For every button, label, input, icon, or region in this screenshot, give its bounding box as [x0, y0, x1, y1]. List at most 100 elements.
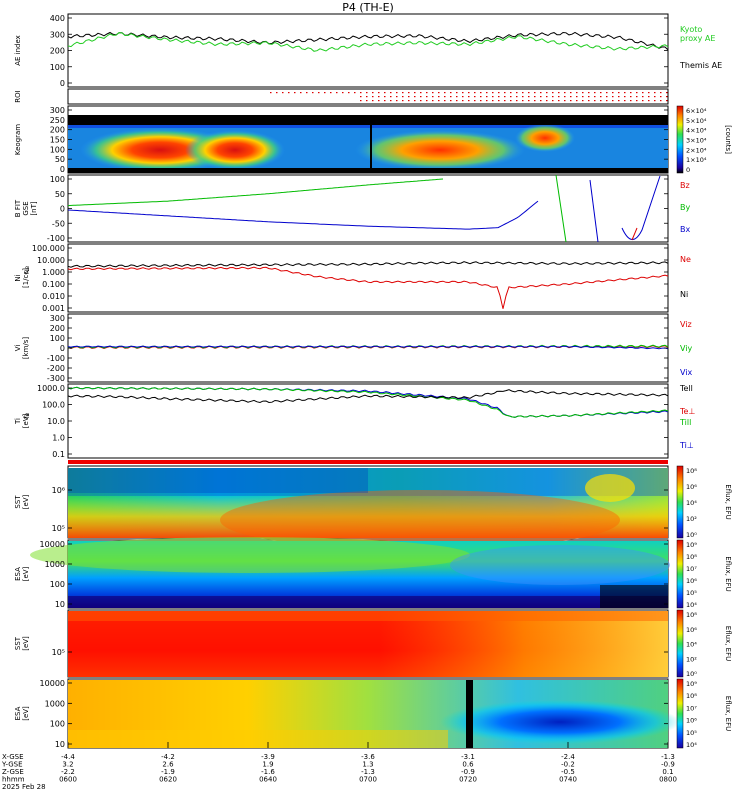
xaxis-value: 1.9 — [262, 761, 273, 769]
panel-frame-roi — [67, 88, 669, 105]
xaxis-row-label: Y-GSE — [1, 761, 23, 769]
svg-text:10²: 10² — [686, 655, 697, 663]
xaxis-value: -3.9 — [261, 753, 275, 761]
ytick-label: 0 — [60, 165, 65, 174]
legend-vix: Vix — [680, 368, 693, 377]
xaxis-value: -0.9 — [661, 761, 675, 769]
colorbar-esa_i: 10⁹ 10⁸ 10⁷ 10⁶ 10⁵ 10⁴ Eflux, EFU — [676, 678, 732, 749]
ytick-label: 10.0 — [47, 417, 65, 426]
ytick-label: 10 — [55, 600, 65, 609]
svg-text:Kyoto: Kyoto — [680, 25, 702, 34]
xaxis-row-label: Z-GSE — [2, 768, 24, 776]
ytick-label: -200 — [47, 364, 65, 373]
svg-text:ROI: ROI — [14, 90, 22, 102]
xaxis-value: 3.2 — [62, 761, 73, 769]
chart-title: P4 (TH-E) — [342, 1, 394, 14]
ytick-label: 200 — [50, 126, 65, 135]
xaxis-value: -2.2 — [61, 768, 75, 776]
xaxis-value: 1.3 — [362, 761, 373, 769]
ytick-label: 100 — [50, 720, 65, 729]
xaxis-row-label: 2025 Feb 28 — [2, 783, 46, 791]
legend-by: By — [680, 203, 690, 212]
series-bx-fragment — [589, 179, 599, 243]
panel-frame-velocity — [67, 313, 669, 383]
panel-frame-ae — [67, 13, 669, 88]
legend-temp-0: Tell — [679, 384, 693, 393]
xaxis-row-label: hhmm — [2, 776, 25, 784]
ytick-label: 1000 — [45, 699, 65, 708]
svg-text:10⁰: 10⁰ — [686, 531, 697, 539]
xaxis-value: -3.1 — [461, 753, 475, 761]
legend-themis-ae: Themis AE — [679, 61, 722, 70]
panel-frame-temp — [67, 383, 669, 459]
svg-text:Till: Till — [679, 418, 691, 427]
series-ni — [67, 261, 669, 268]
ytick-label: 100 — [50, 175, 65, 184]
svg-text:ESA: ESA — [14, 706, 22, 720]
svg-text:Eflux, EFU: Eflux, EFU — [724, 626, 732, 661]
legend-viy: Viy — [680, 344, 693, 353]
svg-text:[eV]: [eV] — [22, 706, 30, 721]
xaxis-value: -3.6 — [361, 753, 375, 761]
svg-text:10⁹: 10⁹ — [686, 680, 697, 688]
svg-text:6×10⁴: 6×10⁴ — [686, 107, 707, 115]
panel-frame-density — [67, 243, 669, 313]
xaxis-value: -0.9 — [461, 768, 475, 776]
ytick-label: 0 — [60, 344, 65, 353]
series-tell — [67, 389, 669, 404]
ylabel-keogram: Keogram — [14, 124, 22, 155]
ytick-label: 0 — [60, 205, 65, 214]
colorbar-esa_e: 10⁹ 10⁸ 10⁷ 10⁶ 10⁵ 10⁴ Eflux, EFU — [676, 539, 732, 609]
legend-temp-2: Till — [679, 418, 691, 427]
svg-text:proxy AE: proxy AE — [680, 34, 715, 43]
svg-text:10⁶: 10⁶ — [686, 483, 697, 491]
svg-text:10⁶: 10⁶ — [686, 717, 697, 725]
ytick-label: 250 — [50, 116, 65, 125]
ytick-label: 0.001 — [42, 304, 65, 313]
svg-text:Ti: Ti — [14, 418, 22, 425]
svg-text:B FIT: B FIT — [14, 199, 22, 217]
colorbar-sst_i: 10⁸ 10⁶ 10⁴ 10² 10⁰ Eflux, EFU — [676, 609, 732, 678]
ytick-label: 10000 — [40, 540, 65, 549]
series-ne — [67, 266, 669, 309]
xaxis-value: 0.6 — [462, 761, 474, 769]
ytick-label: 100.000 — [32, 244, 65, 253]
svg-text:[eV]: [eV] — [22, 494, 30, 509]
svg-text:[counts]: [counts] — [724, 125, 732, 154]
svg-text:2×10⁴: 2×10⁴ — [686, 146, 707, 154]
xaxis-value: 0740 — [559, 776, 577, 784]
yticks-temp: 1000.0 100.0 10.0 1.0 0.1 — [37, 384, 668, 459]
svg-text:10⁶: 10⁶ — [686, 626, 697, 634]
svg-text:Ni: Ni — [680, 290, 688, 299]
svg-text:10⁴: 10⁴ — [686, 741, 697, 749]
ytick-label: 10⁵ — [52, 648, 65, 657]
ytick-label: 100 — [50, 580, 65, 589]
svg-text:1×10⁴: 1×10⁴ — [686, 156, 707, 164]
ytick-label: -100 — [47, 354, 65, 363]
svg-text:Tell: Tell — [679, 384, 693, 393]
ylabel-sst_e: SST [eV] — [14, 494, 30, 509]
ylabel-ae: AE index — [14, 35, 22, 66]
ytick-label: 50 — [55, 190, 65, 199]
esa-ion-spectrogram — [68, 680, 680, 748]
legend-temp-3: Ti⊥ — [679, 441, 694, 450]
yticks-density: 100.000 10.000 1.000 0.100 0.010 0.001 — [32, 244, 668, 313]
status-bar — [68, 460, 668, 464]
ylabel-esa_i: ESA [eV] — [14, 706, 30, 721]
yticks-bfield: 100 50 0 -50 -100 — [47, 175, 668, 243]
svg-text:[eV]: [eV] — [22, 636, 30, 651]
xaxis-value: -1.9 — [161, 768, 175, 776]
xaxis-value: -2.4 — [561, 753, 575, 761]
ytick-label: 100 — [50, 145, 65, 154]
svg-text:10⁵: 10⁵ — [686, 589, 697, 597]
svg-text:10⁰: 10⁰ — [686, 670, 697, 678]
series-kyoto-proxy-ae — [67, 32, 669, 52]
ytick-label: -300 — [47, 374, 65, 383]
xaxis-value: -0.2 — [561, 761, 575, 769]
svg-text:ESA: ESA — [14, 567, 22, 581]
ytick-label: 1.0 — [52, 434, 65, 443]
panel-frame-bfield — [67, 174, 669, 243]
svg-text:0: 0 — [686, 166, 690, 174]
